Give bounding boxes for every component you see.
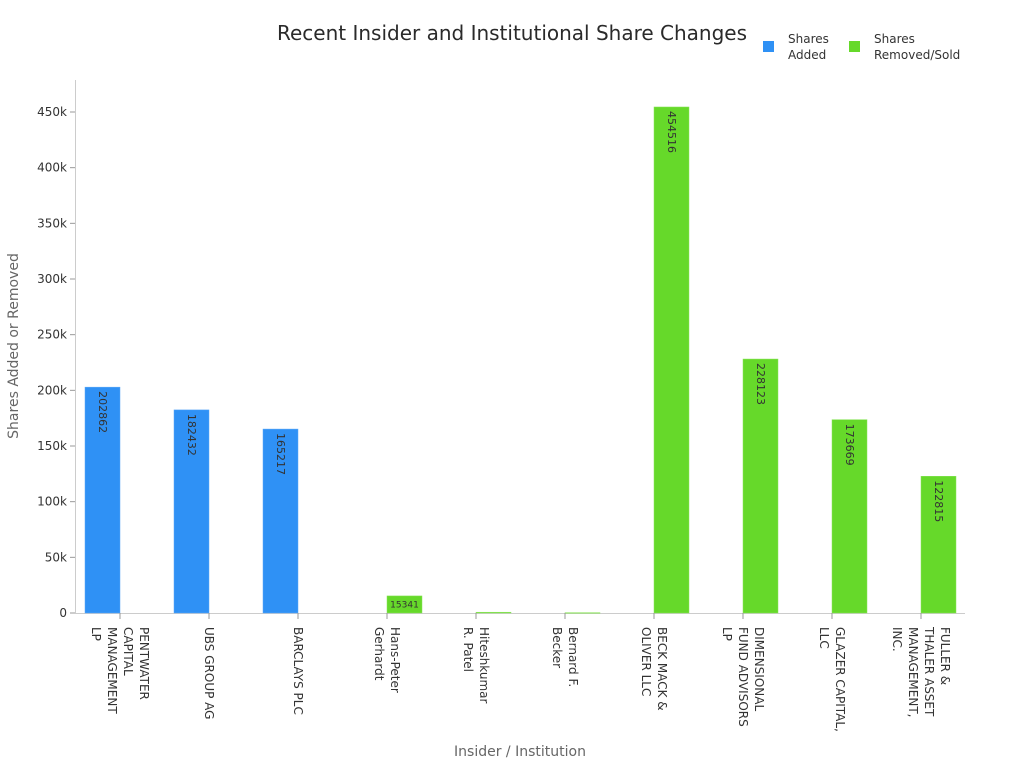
y-tick-label: 400k (37, 161, 67, 175)
bar-removed[interactable] (386, 595, 423, 614)
y-tick-label: 450k (37, 105, 67, 119)
y-tick-label: 250k (37, 328, 67, 342)
bar-removed[interactable] (653, 106, 690, 614)
x-tick-label: DIMENSIONALFUND ADVISORSLP (720, 627, 766, 727)
bar-removed[interactable] (475, 611, 512, 614)
x-tick-label: Bernard F.Becker (550, 627, 580, 687)
bar-added[interactable] (262, 428, 299, 614)
y-tick-label: 350k (37, 216, 67, 230)
bar-removed[interactable] (742, 358, 779, 614)
y-tick-label: 50k (45, 550, 67, 564)
legend-label-added: Shares Added (788, 32, 829, 62)
y-tick-label: 200k (37, 383, 67, 397)
x-tick-label: PENTWATERCAPITALMANAGEMENTLP (89, 627, 151, 714)
x-tick-label: GLAZER CAPITAL,LLC (817, 627, 847, 732)
y-tick-label: 100k (37, 495, 67, 509)
x-tick-label: BARCLAYS PLC (291, 627, 305, 715)
bar-value-label: 454516 (665, 111, 678, 153)
bar-removed[interactable] (920, 476, 957, 614)
legend-label-removed: Shares Removed/Sold (874, 32, 960, 62)
bar-value-label: 15341 (390, 600, 419, 610)
y-tick-label: 150k (37, 439, 67, 453)
bar-value-label: 182432 (185, 414, 198, 456)
y-axis-title: Shares Added or Removed (6, 253, 22, 439)
bar-removed[interactable] (831, 419, 868, 614)
bar-value-label: 228123 (754, 363, 767, 405)
legend-swatch-removed (849, 41, 860, 52)
bar-value-label: 122815 (932, 480, 945, 522)
x-tick-label: Hans-PeterGerhardt (372, 627, 402, 693)
y-tick-label: 0 (59, 606, 67, 620)
x-tick-label: UBS GROUP AG (202, 627, 216, 719)
bar-removed[interactable] (564, 612, 601, 614)
bar-value-label: 165217 (274, 433, 287, 475)
bar-added[interactable] (173, 409, 210, 614)
bar-value-label: 202862 (96, 391, 109, 433)
bar-value-label: 173669 (843, 424, 856, 466)
x-tick-label: HiteshkumarR. Patel (461, 627, 491, 704)
chart-title: Recent Insider and Institutional Share C… (277, 21, 747, 45)
bar-added[interactable] (84, 386, 121, 614)
legend-swatch-added (763, 41, 774, 52)
x-tick-label: BECK MACK &OLIVER LLC (639, 627, 669, 711)
x-tick-label: FULLER &THALER ASSETMANAGEMENT,INC. (890, 626, 952, 717)
legend: Shares Added Shares Removed/Sold (763, 32, 960, 62)
x-axis-title: Insider / Institution (454, 744, 586, 760)
y-tick-label: 300k (37, 272, 67, 286)
